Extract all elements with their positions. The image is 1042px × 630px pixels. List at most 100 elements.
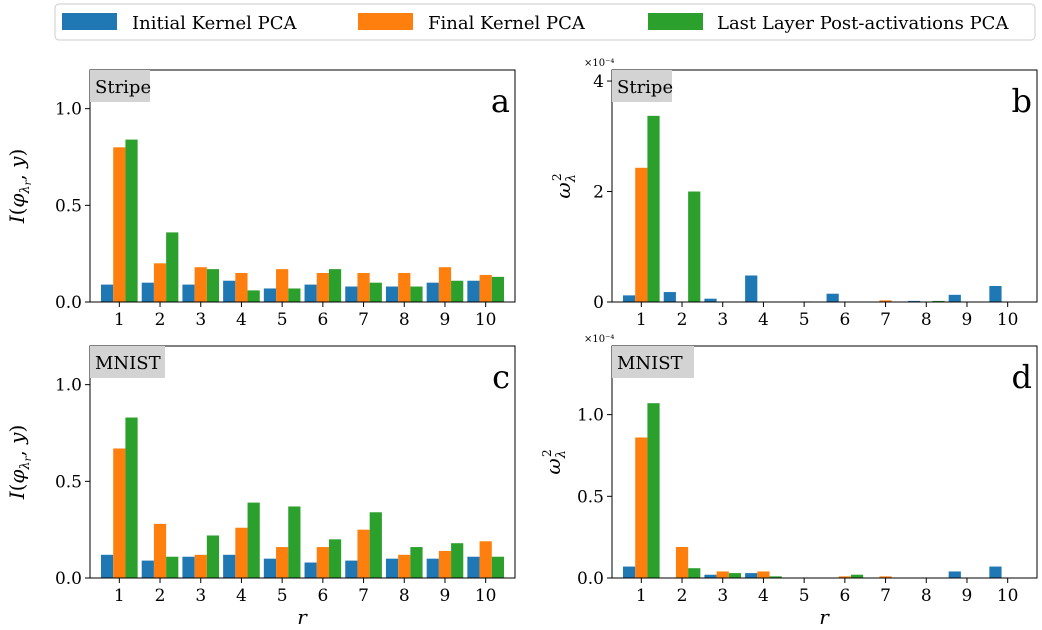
x-tick-label: 7 xyxy=(880,310,891,330)
bar-c-initial-r2 xyxy=(141,560,154,578)
panel-a-dataset-tag: Stripe xyxy=(95,77,151,98)
bar-c-last-layer-r7 xyxy=(369,512,382,578)
panel-c: 1 2 3 4 5 6 7 8 9 10 0.0 0.5 1.0 MNIST c I(φλr, y) r xyxy=(5,345,516,629)
panel-d-letter: d xyxy=(1012,358,1032,396)
bar-a-final-r7 xyxy=(357,273,370,302)
bar-b-last-layer-r8 xyxy=(932,300,945,302)
legend-frame xyxy=(54,3,1036,41)
x-tick-label: 9 xyxy=(962,586,973,606)
bar-c-final-r3 xyxy=(194,554,207,578)
bar-d-final-r6 xyxy=(838,576,851,578)
bar-b-initial-r8 xyxy=(907,300,921,302)
panel-b-ylabel: ωλ2 xyxy=(550,173,579,198)
bar-a-last-layer-r8 xyxy=(410,286,423,302)
x-tick-label: 1 xyxy=(636,310,647,330)
bar-a-final-r5 xyxy=(276,269,289,302)
panel-a-axes xyxy=(89,69,516,303)
bar-c-final-r5 xyxy=(276,547,289,578)
bar-d-last-layer-r2 xyxy=(688,568,701,578)
bar-a-initial-r8 xyxy=(385,286,399,302)
panel-a-ticks: 1 2 3 4 5 6 7 8 9 10 0.0 0.5 1.0 xyxy=(55,100,497,330)
bar-a-last-layer-r3 xyxy=(206,269,220,302)
panel-d-dataset-tag: MNIST xyxy=(617,353,683,374)
y-tick-label: 0.5 xyxy=(55,196,82,216)
panel-d-xlabel: r xyxy=(819,605,830,629)
x-tick-label: 3 xyxy=(195,586,206,606)
x-tick-label: 1 xyxy=(636,586,647,606)
bar-a-initial-r6 xyxy=(304,284,317,302)
bar-a-final-r2 xyxy=(153,263,167,302)
bar-c-initial-r4 xyxy=(223,554,236,578)
bar-c-last-layer-r1 xyxy=(125,417,138,578)
panel-d-exponent: ×10⁻⁴ xyxy=(584,334,614,345)
panel-d: 1 2 3 4 5 6 7 8 9 10 0.0 0.5 1.0 ×10⁻⁴ MNIST d ωλ2 r xyxy=(540,334,1038,629)
bar-b-initial-r2 xyxy=(663,292,676,302)
panel-b-letter: b xyxy=(1012,82,1032,120)
panel-d-ylabel: ωλ2 xyxy=(540,449,569,474)
bar-a-last-layer-r6 xyxy=(328,269,342,302)
y-tick-label: 0 xyxy=(593,293,604,313)
bar-d-final-r1 xyxy=(635,437,648,578)
panel-a-letter: a xyxy=(491,82,510,120)
bar-c-initial-r3 xyxy=(182,556,195,578)
panel-b-dataset-tag: Stripe xyxy=(617,77,673,98)
bar-a-initial-r5 xyxy=(263,288,277,302)
bar-d-last-layer-r3 xyxy=(728,573,742,578)
panel-a: 1 2 3 4 5 6 7 8 9 10 0.0 0.5 1.0 Stripe a I(φλr, y) xyxy=(5,69,516,330)
panel-a-bars xyxy=(101,139,504,302)
x-tick-label: 3 xyxy=(717,586,728,606)
panel-d-bars xyxy=(623,403,1002,578)
bar-d-final-r4 xyxy=(757,571,770,578)
panel-b-ticks: 1 2 3 4 5 6 7 8 9 10 0 2 4 xyxy=(593,72,1018,330)
x-tick-label: 9 xyxy=(440,586,451,606)
panel-b-dataset-tag-bg xyxy=(612,70,672,102)
bar-a-last-layer-r1 xyxy=(125,139,138,302)
bar-c-initial-r6 xyxy=(304,562,317,578)
x-tick-label: 4 xyxy=(236,310,247,330)
bar-c-last-layer-r2 xyxy=(166,556,179,578)
bar-d-final-r2 xyxy=(675,546,689,578)
panel-b-bars xyxy=(623,115,1002,302)
panel-c-xlabel: r xyxy=(297,605,308,629)
bar-d-last-layer-r4 xyxy=(769,576,782,578)
bar-c-last-layer-r9 xyxy=(451,543,464,578)
bar-d-initial-r3 xyxy=(704,574,717,578)
bar-c-final-r10 xyxy=(479,541,492,578)
bar-c-initial-r8 xyxy=(385,558,399,578)
x-tick-label: 5 xyxy=(277,310,288,330)
y-tick-label: 1.0 xyxy=(577,406,604,426)
bar-b-last-layer-r1 xyxy=(647,115,660,302)
bar-d-final-r3 xyxy=(716,571,729,578)
y-tick-label: 0.5 xyxy=(577,487,604,507)
bar-a-last-layer-r5 xyxy=(288,288,301,302)
x-tick-label: 1 xyxy=(114,310,125,330)
bar-c-initial-r1 xyxy=(101,554,114,578)
bar-c-final-r8 xyxy=(398,554,411,578)
bar-a-last-layer-r2 xyxy=(166,232,179,302)
panel-c-letter: c xyxy=(492,358,510,396)
x-tick-label: 5 xyxy=(799,586,810,606)
bar-c-last-layer-r8 xyxy=(410,547,423,578)
x-tick-label: 5 xyxy=(799,310,810,330)
y-tick-label: 4 xyxy=(593,72,604,92)
bar-a-final-r4 xyxy=(235,273,248,302)
bar-d-final-r7 xyxy=(879,576,892,578)
bar-b-initial-r6 xyxy=(826,293,839,302)
bar-c-last-layer-r6 xyxy=(328,539,342,578)
bar-c-initial-r9 xyxy=(426,558,439,578)
y-tick-label: 0.0 xyxy=(55,293,82,313)
bar-c-final-r9 xyxy=(438,550,452,578)
bar-d-initial-r4 xyxy=(745,573,758,578)
bar-c-final-r6 xyxy=(316,547,329,578)
y-tick-label: 1.0 xyxy=(55,100,82,120)
bar-c-last-layer-r4 xyxy=(247,502,260,578)
bar-c-last-layer-r10 xyxy=(491,556,504,578)
x-tick-label: 10 xyxy=(997,586,1019,606)
x-tick-label: 1 xyxy=(114,586,125,606)
x-tick-label: 2 xyxy=(155,586,166,606)
x-tick-label: 10 xyxy=(997,310,1019,330)
x-tick-label: 8 xyxy=(399,310,410,330)
x-tick-label: 8 xyxy=(399,586,410,606)
legend-label-final: Final Kernel PCA xyxy=(428,13,586,34)
panel-c-dataset-tag-bg xyxy=(90,346,165,378)
